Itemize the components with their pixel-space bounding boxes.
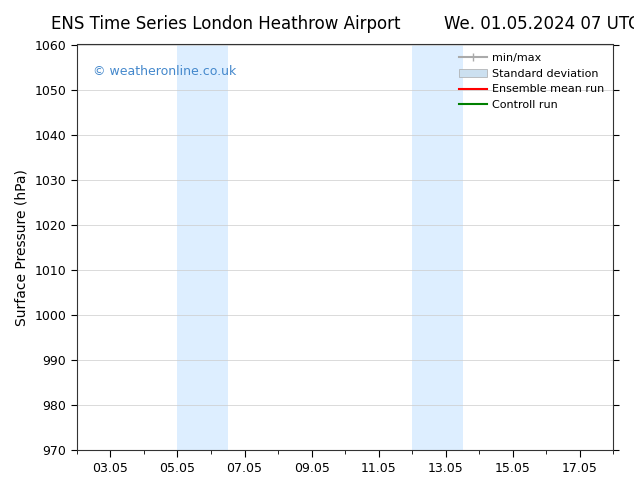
Y-axis label: Surface Pressure (hPa): Surface Pressure (hPa) — [15, 169, 29, 326]
Bar — [412, 45, 463, 450]
Text: © weatheronline.co.uk: © weatheronline.co.uk — [93, 65, 236, 78]
Text: We. 01.05.2024 07 UTC: We. 01.05.2024 07 UTC — [444, 15, 634, 33]
Bar — [178, 45, 228, 450]
Legend: min/max, Standard deviation, Ensemble mean run, Controll run: min/max, Standard deviation, Ensemble me… — [456, 50, 608, 113]
Text: ENS Time Series London Heathrow Airport: ENS Time Series London Heathrow Airport — [51, 15, 400, 33]
